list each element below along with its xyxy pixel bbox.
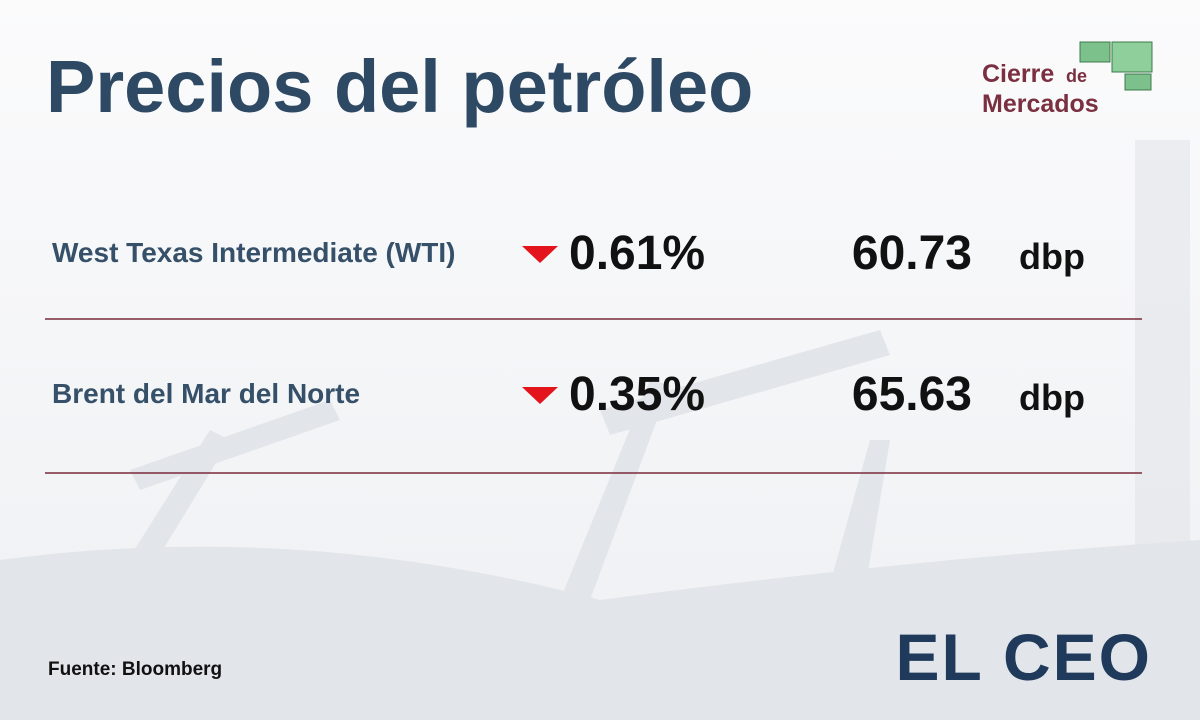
row-unit: dbp bbox=[1019, 377, 1085, 418]
row-unit: dbp bbox=[1019, 236, 1085, 277]
row-name: West Texas Intermediate (WTI) bbox=[52, 237, 456, 268]
brand-line1: Cierre bbox=[982, 60, 1054, 88]
brand-line2: Mercados bbox=[982, 90, 1099, 118]
row-price: 65.63 bbox=[852, 368, 972, 421]
brand: Cierre de Mercados bbox=[982, 41, 1153, 118]
price-table: West Texas Intermediate (WTI) 0.61% 60.73 d… bbox=[45, 227, 1142, 474]
brand-line1-small: de bbox=[1066, 66, 1087, 86]
row-change: 0.61% bbox=[569, 227, 705, 280]
row-price: 60.73 bbox=[852, 227, 972, 280]
row-change: 0.35% bbox=[569, 368, 705, 421]
down-arrow bbox=[522, 246, 558, 263]
money-icon bbox=[1124, 73, 1152, 91]
source: Fuente: Bloomberg bbox=[48, 659, 222, 680]
down-arrow bbox=[522, 387, 558, 404]
title: Precios del petróleo bbox=[46, 45, 753, 128]
logo: EL CEO bbox=[895, 620, 1152, 694]
money-icon bbox=[1111, 41, 1153, 73]
row-name: Brent del Mar del Norte bbox=[52, 378, 360, 409]
money-icon bbox=[1079, 41, 1111, 63]
pump-silhouettes bbox=[0, 140, 1200, 720]
